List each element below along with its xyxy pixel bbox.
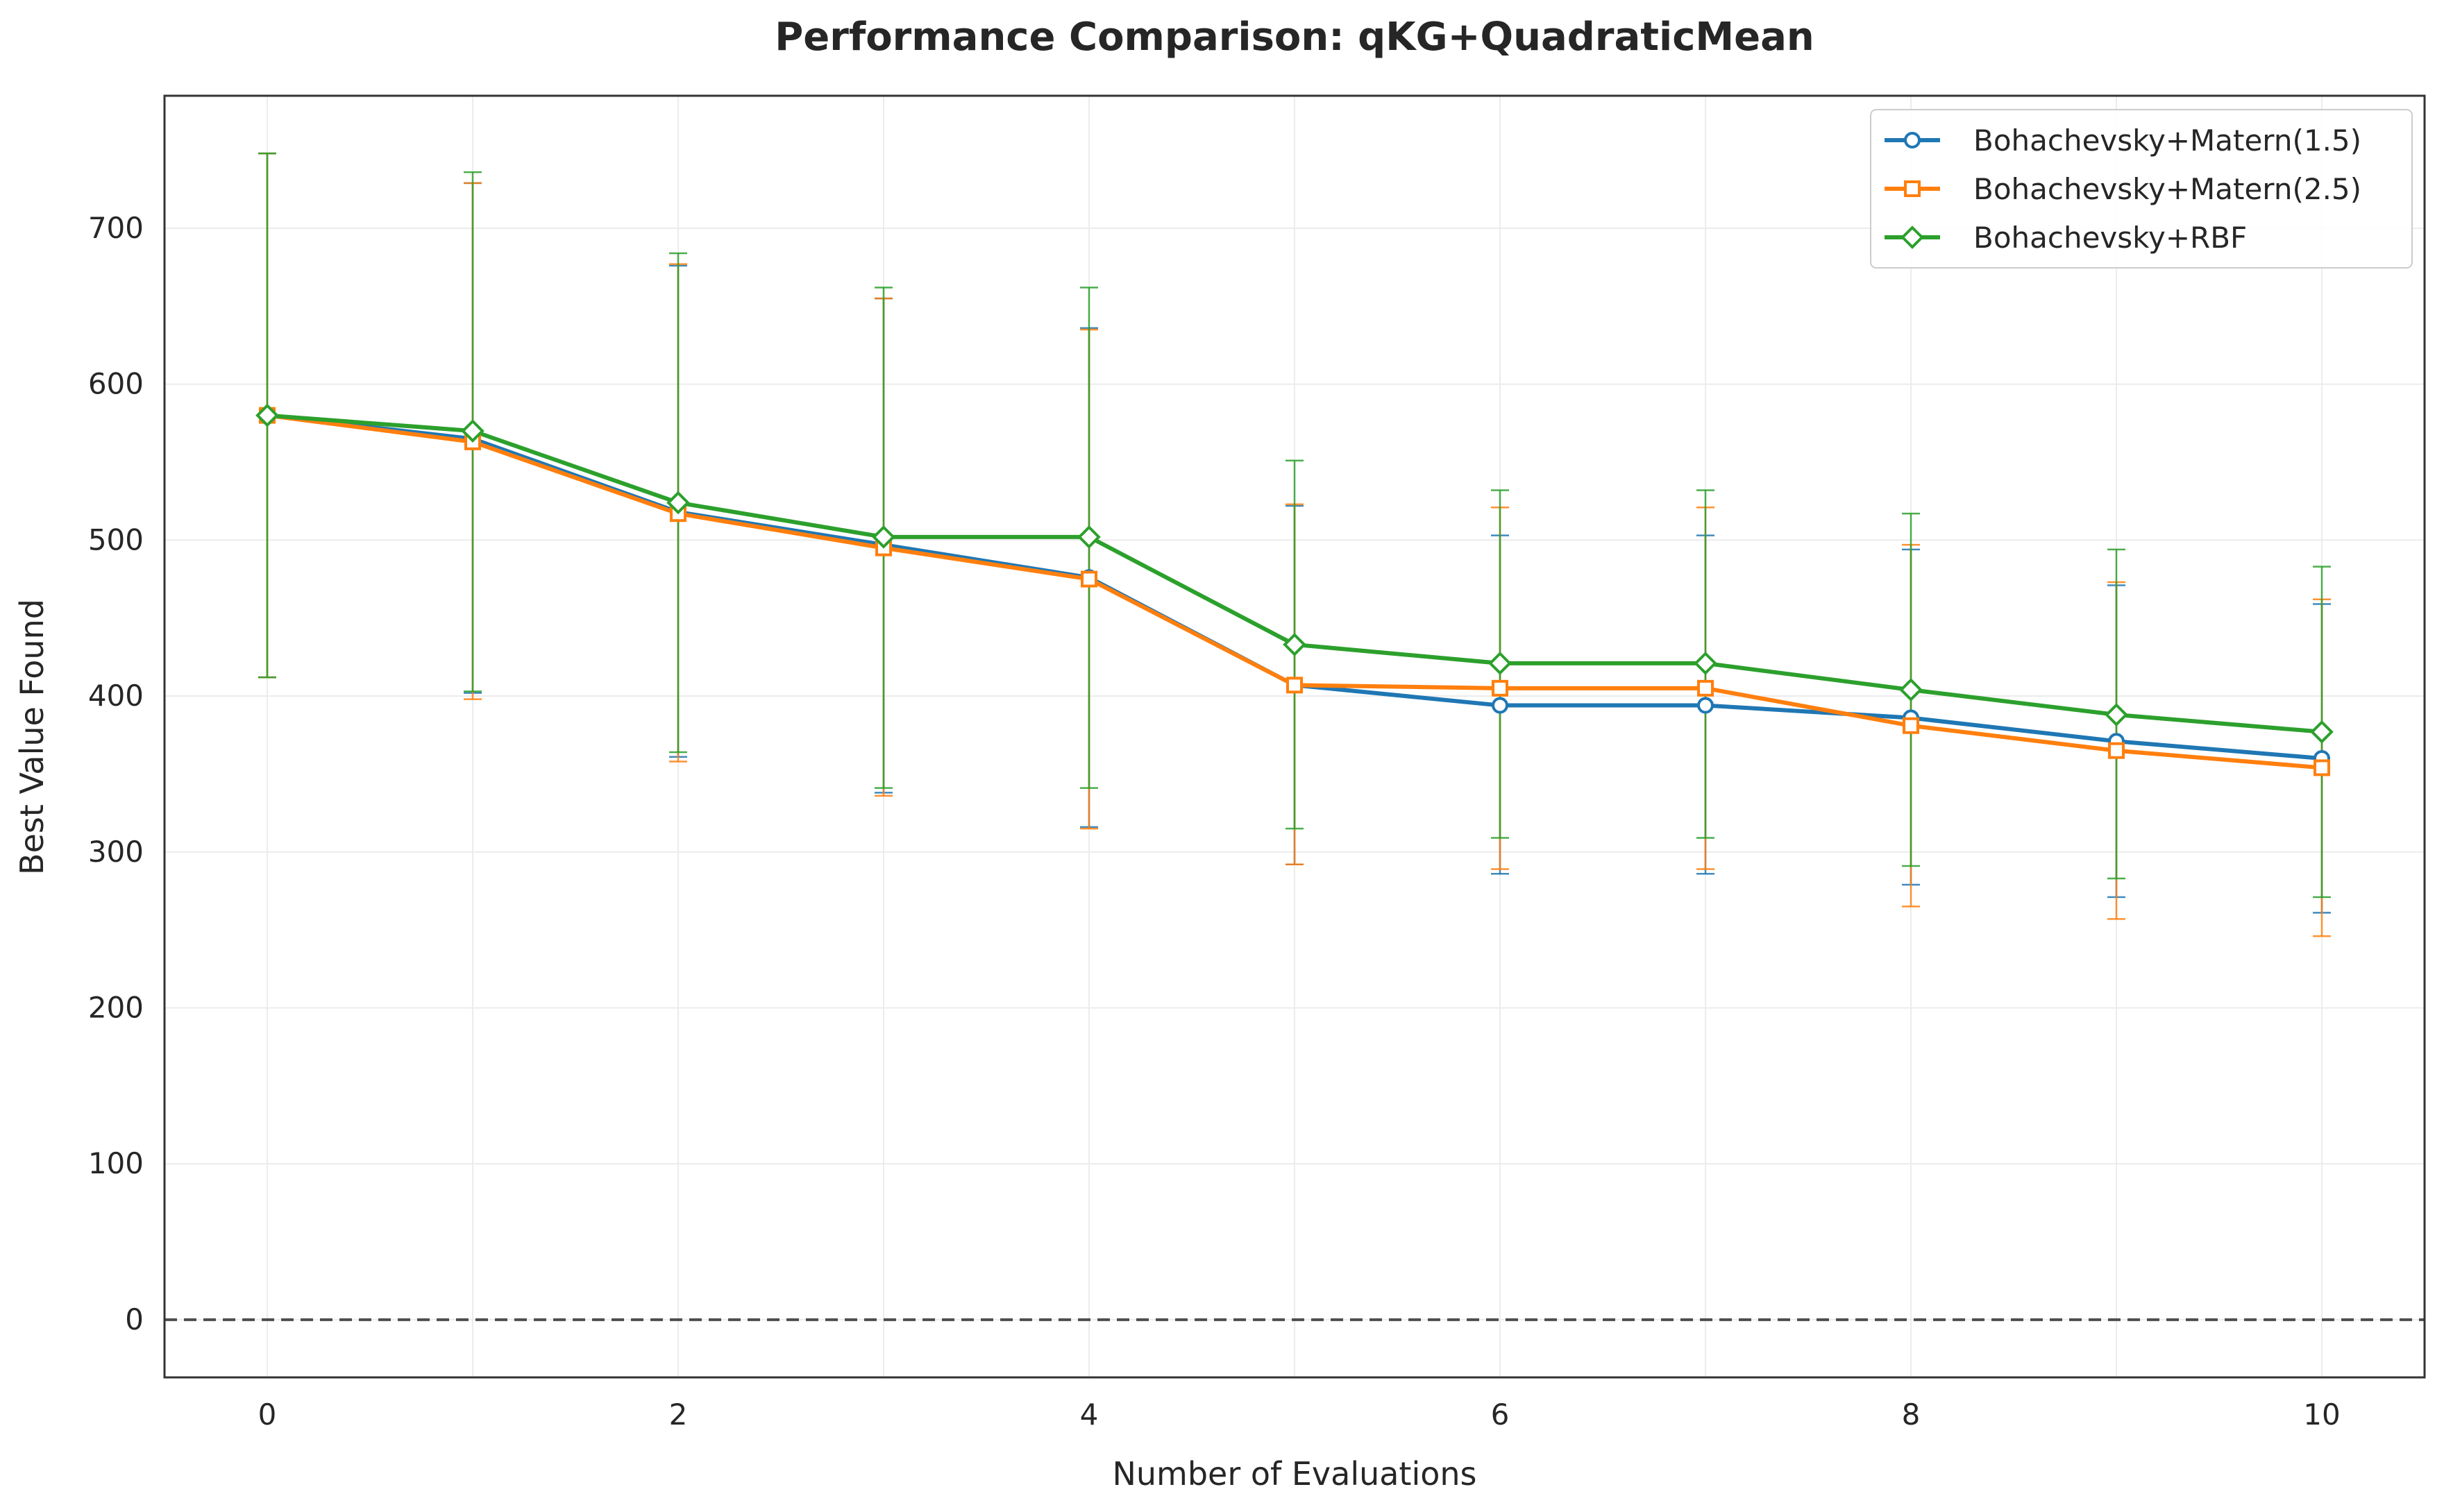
data-point: [1899, 678, 1923, 702]
y-axis-label: Best Value Found: [13, 599, 51, 875]
y-tick-label: 400: [88, 679, 144, 713]
data-point: [872, 525, 895, 549]
legend-label: Bohachevsky+RBF: [1973, 221, 2247, 255]
y-tick-label: 600: [88, 367, 144, 401]
data-point: [461, 419, 484, 443]
x-tick-label: 2: [669, 1398, 688, 1432]
y-tick-label: 200: [88, 990, 144, 1024]
series-markers: [255, 403, 2334, 776]
y-tick-label: 500: [88, 523, 144, 557]
x-tick-label: 6: [1491, 1398, 1510, 1432]
legend: Bohachevsky+Matern(1.5) Bohachevsky+Mater…: [1870, 109, 2413, 269]
axis-ticks: 0 100 200 300 400 500 600 700 0 2 4 6 8 10: [88, 211, 2341, 1432]
legend-label: Bohachevsky+Matern(2.5): [1973, 172, 2361, 206]
data-point: [1697, 679, 1714, 697]
data-point: [1286, 677, 1303, 694]
y-tick-label: 0: [125, 1302, 144, 1336]
chart-title: Performance Comparison: qKG+QuadraticMea…: [775, 15, 1814, 60]
data-point: [2108, 742, 2125, 759]
data-point: [1694, 652, 1717, 675]
data-point: [1903, 717, 1919, 734]
x-tick-label: 0: [258, 1398, 277, 1432]
data-point: [1081, 570, 1097, 588]
x-axis-label: Number of Evaluations: [1112, 1455, 1476, 1493]
data-point: [1488, 652, 1512, 675]
y-tick-label: 300: [88, 835, 144, 869]
data-point: [255, 403, 279, 427]
data-point: [1077, 525, 1101, 549]
data-point: [1492, 679, 1508, 697]
legend-marker: [1901, 226, 1924, 249]
data-point: [1283, 633, 1306, 656]
data-point: [2310, 720, 2334, 744]
x-tick-label: 4: [1080, 1398, 1099, 1432]
data-point: [1697, 697, 1714, 714]
data-point: [1492, 697, 1508, 714]
plot-frame: [163, 94, 2426, 1379]
x-tick-label: 10: [2303, 1398, 2340, 1432]
data-point: [2314, 759, 2330, 776]
legend-marker: [1904, 180, 1921, 197]
y-tick-label: 700: [88, 211, 144, 245]
legend-marker: [1904, 132, 1921, 148]
data-point: [666, 491, 690, 515]
x-tick-label: 8: [1902, 1398, 1921, 1432]
legend-box: [1870, 109, 2413, 269]
y-tick-label: 100: [88, 1146, 144, 1180]
legend-label: Bohachevsky+Matern(1.5): [1973, 124, 2361, 158]
data-point: [2105, 703, 2128, 727]
